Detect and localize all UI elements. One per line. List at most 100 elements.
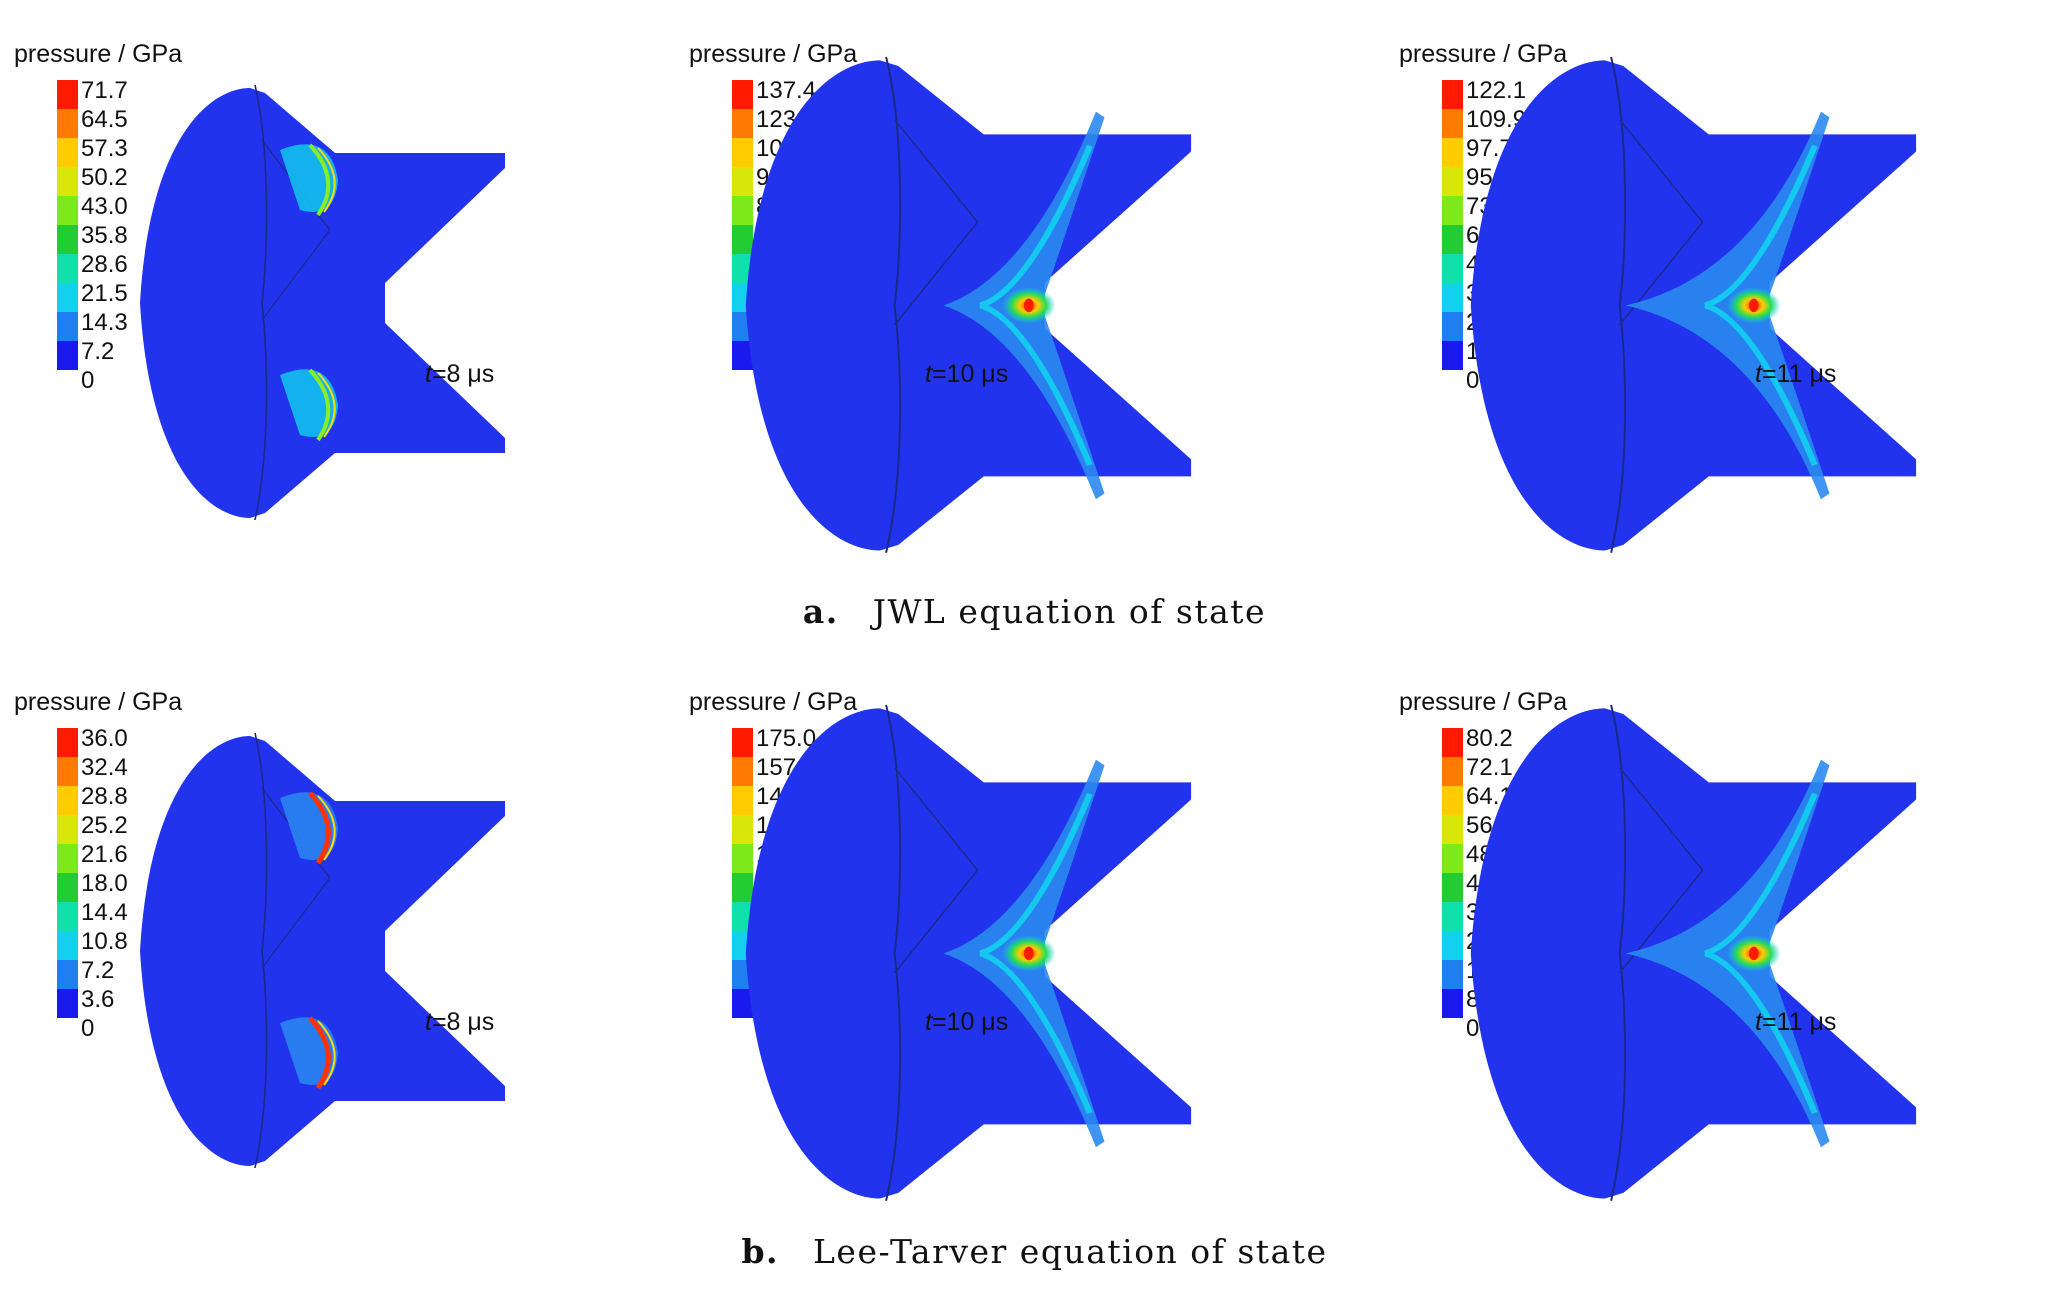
legend-level-label: 32.4: [81, 754, 128, 781]
legend-level-label: 7.2: [81, 957, 114, 984]
legend-band: [732, 225, 753, 254]
legend-level-label: 28.6: [81, 251, 128, 278]
legend-level-label: 7.2: [81, 338, 114, 365]
legend-level-label: 72.1: [1466, 754, 1513, 781]
caption-row-a: a. JWL equation of state: [0, 592, 2069, 631]
caption-letter: b.: [741, 1232, 780, 1271]
pressure-peak: [1023, 946, 1034, 961]
legend-band: [732, 167, 753, 196]
pressure-front: [317, 372, 336, 438]
legend-level-label: 0: [81, 1015, 94, 1042]
legend-band: [1442, 728, 1463, 757]
pressure-front: [308, 368, 331, 442]
legend-level-label: 71.7: [81, 77, 128, 104]
legend-level-label: 21.5: [81, 280, 128, 307]
legend-title: pressure / GPa: [689, 40, 857, 68]
legend-band: [732, 815, 753, 844]
legend-band: [1442, 989, 1463, 1018]
charge-body: [140, 84, 505, 521]
legend-level-label: 25.2: [81, 812, 128, 839]
legend-band: [1442, 138, 1463, 167]
caption-letter: a.: [802, 592, 839, 631]
pressure-front: [979, 792, 1093, 1115]
legend-level-label: 18.0: [81, 870, 128, 897]
charge-body: [140, 732, 505, 1169]
legend-band: [1442, 757, 1463, 786]
pressure-front: [317, 795, 336, 861]
legend-band: [1442, 283, 1463, 312]
legend-band: [57, 138, 78, 167]
caption-text: JWL equation of state: [872, 592, 1267, 631]
legend-level-label: 175.0: [756, 725, 816, 752]
legend-band: [1442, 902, 1463, 931]
legend-band: [57, 109, 78, 138]
legend-level-label: 137.4: [756, 77, 816, 104]
legend-band: [732, 341, 753, 370]
panel-1-0: pressure / GPa 36.032.428.825.221.618.014…: [14, 688, 505, 1169]
legend-level-label: 80.2: [1466, 725, 1513, 752]
legend-band: [1442, 815, 1463, 844]
legend-band: [57, 341, 78, 370]
legend-band: [57, 225, 78, 254]
legend-level-label: 64.5: [81, 106, 128, 133]
time-label: t=11 μs: [1755, 360, 1836, 388]
time-label: t=8 μs: [425, 360, 494, 388]
legend-band: [57, 196, 78, 225]
legend-band: [1442, 254, 1463, 283]
legend-band: [732, 989, 753, 1018]
legend-level-label: 50.2: [81, 164, 128, 191]
legend-band: [1442, 873, 1463, 902]
legend-band: [1442, 312, 1463, 341]
charge-body: [745, 704, 1192, 1201]
legend-band: [732, 844, 753, 873]
legend-level-label: 122.1: [1466, 77, 1526, 104]
legend-band: [57, 167, 78, 196]
panel-1-2: pressure / GPa80.272.164.156.148.140.132…: [1399, 688, 1917, 1201]
legend-band: [57, 786, 78, 815]
legend-band: [732, 728, 753, 757]
legend-title: pressure / GPa: [1399, 40, 1567, 68]
legend-band: [1442, 225, 1463, 254]
time-label: t=11 μs: [1755, 1008, 1836, 1036]
pressure-front: [308, 1016, 331, 1090]
legend-title: pressure / GPa: [14, 688, 182, 716]
time-label: t=8 μs: [425, 1008, 494, 1036]
legend-band: [57, 960, 78, 989]
legend-level-label: 14.4: [81, 899, 128, 926]
legend-level-label: 3.6: [81, 986, 114, 1013]
legend-level-label: 28.8: [81, 783, 128, 810]
legend-band: [57, 902, 78, 931]
legend-band: [732, 757, 753, 786]
pressure-front: [1704, 792, 1818, 1115]
pressure-front: [1704, 144, 1818, 467]
legend-band: [1442, 844, 1463, 873]
legend-title: pressure / GPa: [14, 40, 182, 68]
legend-band: [57, 757, 78, 786]
legend-band: [57, 815, 78, 844]
caption-text: Lee-Tarver equation of state: [813, 1232, 1328, 1271]
panel-1-1: pressure / GPa175.0157.5140.0122.5105.08…: [689, 688, 1192, 1201]
pressure-front: [317, 1020, 336, 1086]
legend-band: [732, 138, 753, 167]
charge-body: [1470, 704, 1917, 1201]
legend-band: [1442, 341, 1463, 370]
legend-band: [57, 254, 78, 283]
legend-level-label: 57.3: [81, 135, 128, 162]
legend-level-label: 10.8: [81, 928, 128, 955]
charge-body: [1470, 56, 1917, 553]
time-label: t=10 μs: [925, 1008, 1008, 1036]
legend-level-label: 14.3: [81, 309, 128, 336]
legend-band: [1442, 786, 1463, 815]
panel-0-2: pressure / GPa122.1109.997.795.573.361.1…: [1399, 40, 1917, 553]
legend-band: [732, 786, 753, 815]
legend-band: [732, 254, 753, 283]
legend-band: [57, 989, 78, 1018]
legend-band: [1442, 80, 1463, 109]
legend-band: [57, 931, 78, 960]
legend-band: [57, 873, 78, 902]
legend-band: [732, 902, 753, 931]
legend-band: [732, 196, 753, 225]
legend-title: pressure / GPa: [1399, 688, 1567, 716]
pressure-front: [317, 147, 336, 213]
legend-band: [732, 80, 753, 109]
